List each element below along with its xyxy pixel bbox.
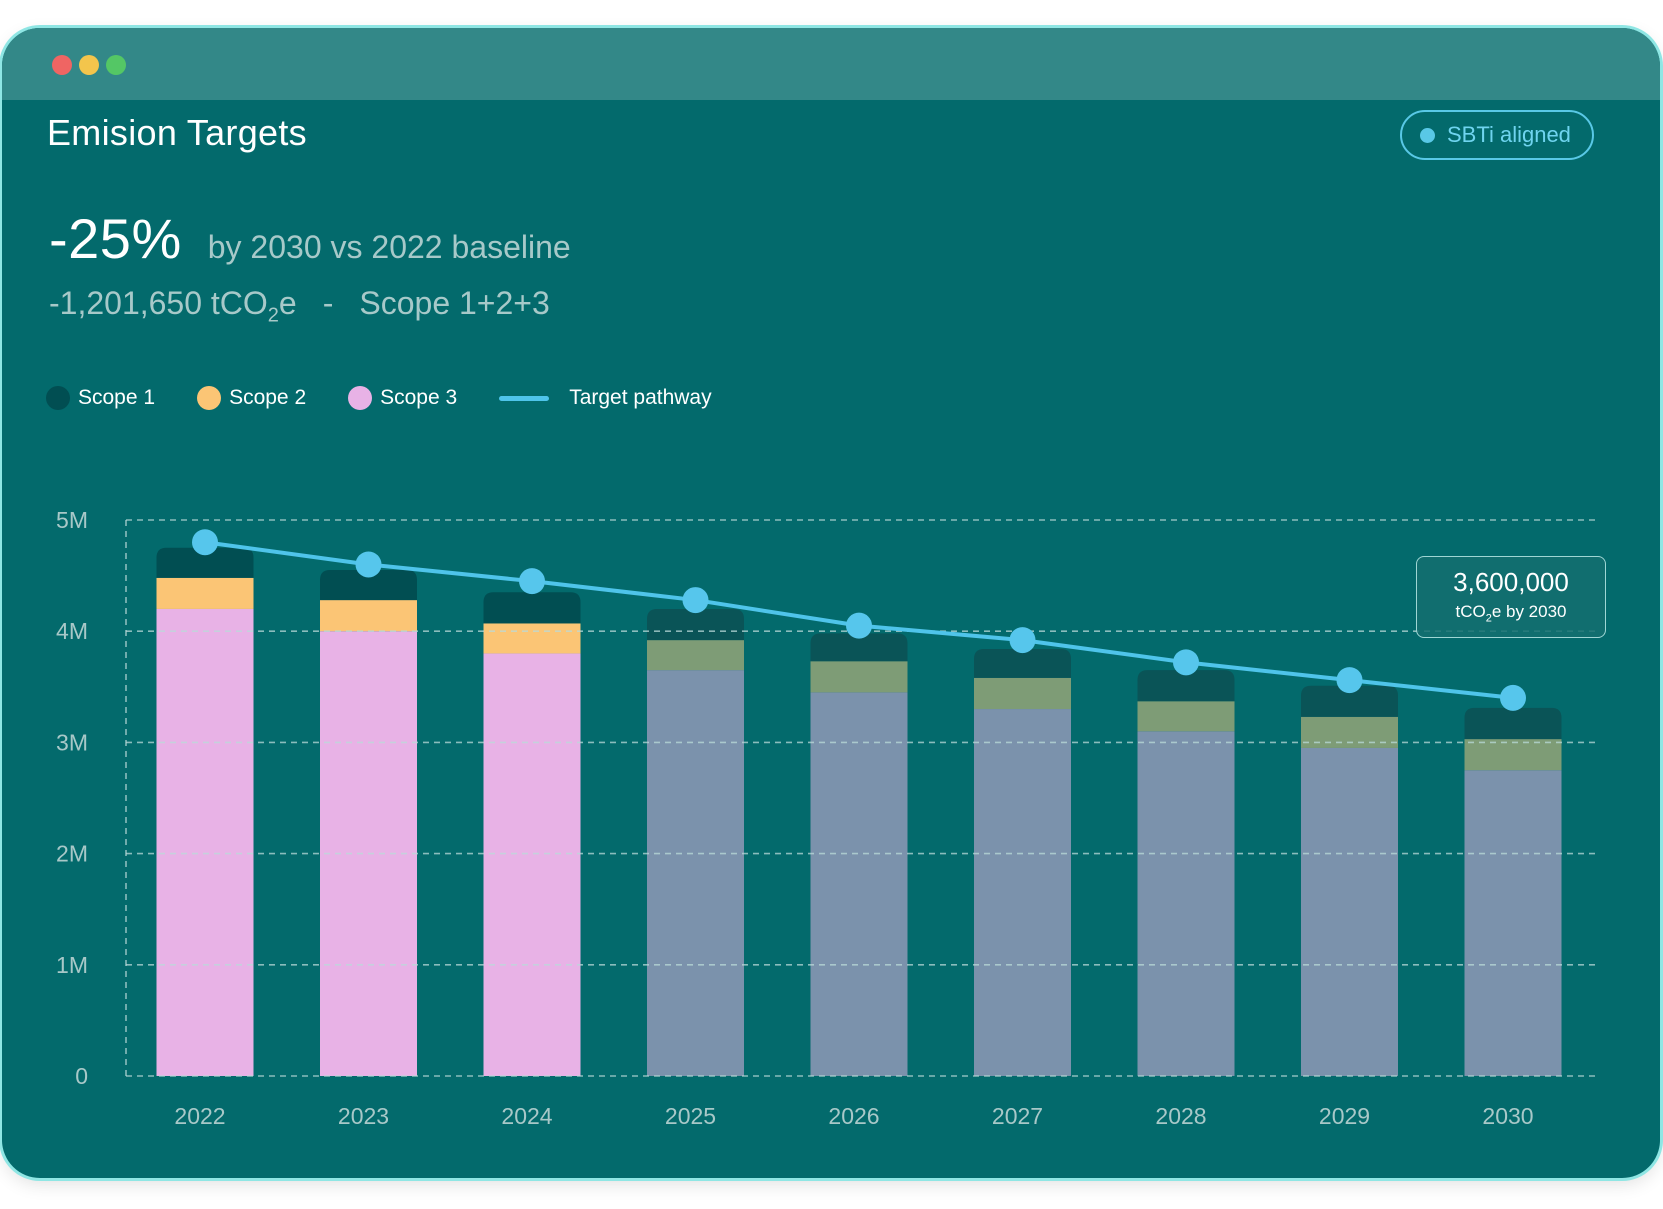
reduction-amount: -1,201,650 tCO2e [49, 285, 297, 327]
tooltip-unit: tCO2e by 2030 [1455, 602, 1567, 625]
reduction-description: by 2030 vs 2022 baseline [207, 229, 571, 265]
bar-scope-1-2028 [1137, 670, 1235, 702]
target-point-2024 [519, 568, 545, 595]
x-tick-label: 2022 [174, 1103, 225, 1129]
bar-scope-1-2027 [974, 648, 1071, 678]
x-tick-label: 2024 [501, 1103, 552, 1129]
sbti-aligned-badge[interactable]: SBTi aligned [1400, 110, 1594, 160]
bar-scope-3-2029 [1301, 747, 1398, 1076]
legend-label: Target pathway [569, 386, 712, 409]
x-tick-label: 2028 [1155, 1103, 1206, 1129]
bar-scope-2-2027 [974, 677, 1071, 710]
badge-label: SBTi aligned [1447, 122, 1571, 147]
x-tick-label: 2023 [338, 1103, 389, 1129]
bar-scope-3-2028 [1137, 731, 1235, 1076]
bar-scope-2-2030 [1464, 739, 1562, 771]
x-tick-label: 2030 [1482, 1103, 1533, 1129]
scope-3-swatch-icon [348, 386, 373, 410]
bar-scope-2-2022 [156, 577, 254, 609]
bar-scope-2-2028 [1137, 701, 1235, 732]
y-tick-label: 5M [56, 507, 88, 533]
reduction-percent: -25% [49, 207, 182, 270]
bar-scope-3-2026 [810, 692, 908, 1076]
y-tick-label: 1M [56, 952, 88, 978]
bar-scope-3-2030 [1464, 770, 1562, 1076]
bar-scope-1-2029 [1301, 685, 1398, 717]
legend-item-scope-3[interactable]: Scope 3 [348, 386, 457, 410]
x-tick-label: 2027 [992, 1103, 1043, 1129]
x-tick-label: 2026 [828, 1103, 879, 1129]
y-tick-label: 4M [56, 618, 88, 644]
target-point-2027 [1009, 627, 1036, 654]
status-dot-icon [1420, 127, 1435, 143]
bar-scope-3-2025 [647, 670, 744, 1076]
target-point-2022 [192, 529, 218, 556]
y-tick-label: 2M [56, 841, 88, 867]
bar-scope-3-2024 [483, 653, 581, 1076]
legend-label: Scope 3 [380, 386, 458, 409]
bar-scope-1-2025 [647, 608, 744, 641]
chart-legend: Scope 1 Scope 2 Scope 3 Target pathway [46, 386, 754, 410]
target-point-2029 [1336, 667, 1363, 694]
legend-item-scope-2[interactable]: Scope 2 [197, 386, 306, 410]
bar-scope-3-2027 [974, 709, 1071, 1076]
close-window-icon[interactable] [52, 55, 72, 75]
legend-label: Scope 2 [229, 386, 307, 409]
maximize-window-icon[interactable] [106, 55, 126, 75]
bar-scope-2-2025 [647, 640, 744, 671]
bar-scope-2-2026 [810, 661, 908, 693]
x-tick-label: 2029 [1319, 1103, 1370, 1129]
scope-1-swatch-icon [46, 386, 70, 410]
bar-scope-2-2023 [320, 600, 417, 632]
bar-scope-1-2023 [320, 570, 417, 601]
headline: -25% by 2030 vs 2022 baseline [49, 206, 571, 271]
legend-item-target-pathway[interactable]: Target pathway [499, 386, 712, 410]
bar-scope-2-2029 [1301, 716, 1398, 748]
target-point-2023 [355, 551, 382, 578]
bar-scope-1-2026 [810, 633, 908, 662]
scope-2-swatch-icon [197, 386, 222, 410]
subline-separator: - [322, 285, 334, 321]
x-tick-label: 2025 [665, 1103, 716, 1129]
target-point-2025 [682, 587, 709, 614]
target-point-2028 [1173, 649, 1199, 676]
bar-scope-2-2024 [483, 623, 581, 654]
subline: -1,201,650 tCO2e - Scope 1+2+3 [49, 285, 550, 327]
scope-label: Scope 1+2+3 [359, 285, 550, 321]
bar-scope-3-2022 [156, 608, 254, 1076]
legend-item-scope-1[interactable]: Scope 1 [46, 386, 155, 410]
page-title: Emision Targets [47, 112, 307, 153]
target-tooltip: 3,600,000 tCO2e by 2030 [1416, 556, 1606, 638]
tooltip-value: 3,600,000 [1453, 567, 1569, 597]
y-tick-label: 0 [75, 1063, 88, 1089]
bar-scope-1-2022 [156, 547, 254, 578]
bar-scope-1-2024 [483, 592, 581, 624]
bar-scope-1-2030 [1464, 707, 1562, 740]
y-tick-label: 3M [56, 729, 88, 755]
target-point-2026 [846, 612, 872, 639]
legend-label: Scope 1 [78, 386, 156, 409]
target-pathway-line-icon [499, 395, 550, 401]
target-point-2030 [1500, 684, 1526, 711]
window-titlebar [2, 28, 1660, 100]
minimize-window-icon[interactable] [79, 55, 99, 75]
